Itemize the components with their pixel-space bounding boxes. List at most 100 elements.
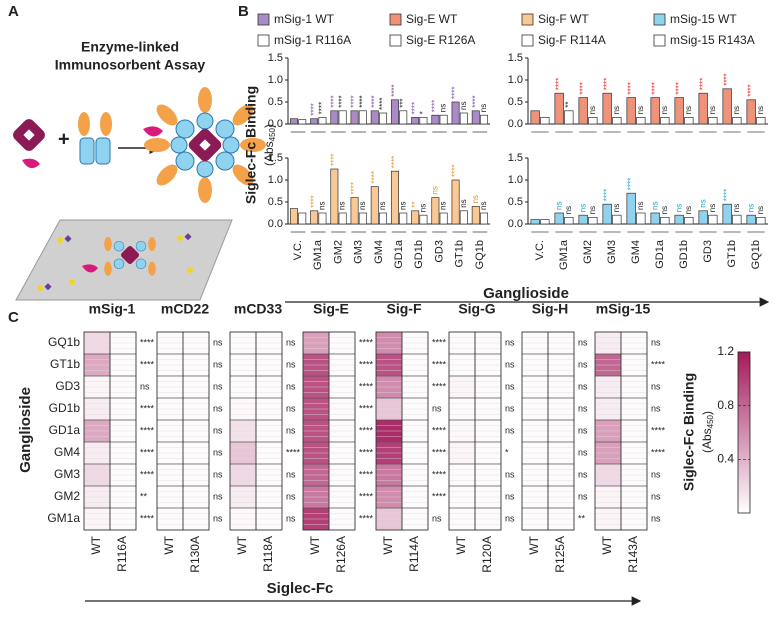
x-axis-title: Siglec-Fc bbox=[267, 580, 334, 597]
bar bbox=[358, 110, 367, 125]
bar bbox=[330, 110, 339, 125]
bar bbox=[411, 117, 420, 125]
significance-label: ** bbox=[140, 491, 148, 501]
significance-label: **** bbox=[432, 359, 447, 369]
bar bbox=[540, 219, 550, 225]
significance-label: **** bbox=[602, 78, 611, 90]
group-header: mSig-15 bbox=[596, 301, 651, 317]
significance-label: * bbox=[419, 111, 428, 114]
significance-label: **** bbox=[378, 98, 387, 110]
bar bbox=[554, 212, 564, 225]
bar bbox=[588, 217, 598, 225]
y-tick-label: 1.5 bbox=[508, 152, 523, 164]
significance-label: ns bbox=[578, 359, 588, 369]
significance-label: **** bbox=[359, 359, 374, 369]
significance-label: **** bbox=[140, 513, 155, 523]
svg-text:+: + bbox=[58, 128, 70, 150]
bar bbox=[746, 99, 756, 125]
significance-label: ns bbox=[732, 106, 741, 114]
y-tick-label: 1.0 bbox=[508, 174, 523, 186]
significance-label: ns bbox=[660, 106, 669, 114]
colorbar-tick-label: 0.8 bbox=[717, 398, 734, 412]
legend-swatch bbox=[257, 34, 270, 47]
significance-label: **** bbox=[651, 359, 666, 369]
bar bbox=[684, 117, 694, 125]
bar bbox=[358, 212, 367, 225]
significance-label: ns bbox=[505, 403, 515, 413]
significance-label: ns bbox=[578, 204, 587, 212]
significance-label: **** bbox=[140, 359, 155, 369]
significance-label: **** bbox=[350, 182, 359, 194]
bar bbox=[370, 110, 379, 125]
bar bbox=[554, 92, 564, 125]
legend-label: Sig-E WT bbox=[406, 12, 458, 26]
significance-label: ns bbox=[419, 204, 428, 212]
significance-label: ns bbox=[612, 106, 621, 114]
significance-label: ns bbox=[213, 513, 223, 523]
x-tick-label: GQ1b bbox=[474, 240, 486, 269]
bar bbox=[674, 214, 684, 225]
significance-label: ns bbox=[636, 202, 645, 210]
significance-label: ns bbox=[588, 206, 597, 214]
significance-label: **** bbox=[390, 156, 399, 168]
bar bbox=[399, 212, 408, 225]
significance-label: **** bbox=[140, 403, 155, 413]
significance-label: **** bbox=[140, 469, 155, 479]
group-header: Sig-G bbox=[458, 301, 495, 317]
column-label: WT bbox=[381, 535, 395, 554]
bar bbox=[289, 118, 298, 125]
significance-label: ns bbox=[651, 381, 661, 391]
significance-label: ns bbox=[612, 204, 621, 212]
bar bbox=[431, 197, 440, 225]
significance-label: ns bbox=[471, 195, 480, 203]
x-tick-label: GT1b bbox=[454, 240, 466, 268]
significance-label: ns bbox=[358, 202, 367, 210]
y-tick-label: 1.0 bbox=[268, 74, 283, 86]
bar bbox=[459, 112, 468, 125]
bar bbox=[379, 212, 388, 225]
y-tick-label: 1.5 bbox=[268, 52, 283, 64]
bar bbox=[419, 117, 428, 125]
significance-label: **** bbox=[471, 95, 480, 107]
significance-label: ns bbox=[578, 425, 588, 435]
x-tick-label: GM3 bbox=[353, 240, 365, 264]
significance-label: **** bbox=[359, 425, 374, 435]
significance-label: **** bbox=[651, 447, 666, 457]
bar bbox=[674, 97, 684, 125]
bar bbox=[451, 179, 460, 225]
significance-label: ns bbox=[684, 206, 693, 214]
row-label: GM2 bbox=[54, 489, 80, 503]
significance-label: **** bbox=[432, 425, 447, 435]
bar bbox=[578, 97, 588, 125]
significance-label: *** bbox=[398, 98, 407, 107]
significance-label: **** bbox=[722, 73, 731, 85]
x-tick-label: GT1b bbox=[726, 240, 738, 268]
significance-label: **** bbox=[359, 491, 374, 501]
significance-label: ns bbox=[554, 202, 563, 210]
significance-label: ns bbox=[578, 469, 588, 479]
significance-label: ns bbox=[698, 199, 707, 207]
significance-label: ns bbox=[651, 403, 661, 413]
bar bbox=[370, 186, 379, 225]
column-label: R114A bbox=[407, 536, 421, 572]
significance-label: ns bbox=[439, 104, 448, 112]
significance-label: **** bbox=[370, 95, 379, 107]
significance-label: **** bbox=[430, 100, 439, 112]
bar bbox=[471, 206, 480, 225]
x-axis-title: Ganglioside bbox=[483, 285, 569, 302]
panel-label: B bbox=[238, 3, 249, 20]
column-label: R120A bbox=[480, 536, 494, 573]
significance-label: **** bbox=[651, 425, 666, 435]
significance-label: **** bbox=[602, 189, 611, 201]
legend-swatch bbox=[257, 13, 270, 26]
significance-label: ns bbox=[318, 202, 327, 210]
significance-label: **** bbox=[140, 425, 155, 435]
significance-label: **** bbox=[746, 84, 755, 96]
group-header: Sig-F bbox=[387, 301, 422, 317]
significance-label: ns bbox=[286, 359, 296, 369]
significance-label: **** bbox=[359, 513, 374, 523]
column-label: R126A bbox=[334, 536, 348, 573]
significance-label: ns bbox=[213, 381, 223, 391]
significance-label: **** bbox=[390, 84, 399, 96]
significance-label: **** bbox=[309, 195, 318, 207]
